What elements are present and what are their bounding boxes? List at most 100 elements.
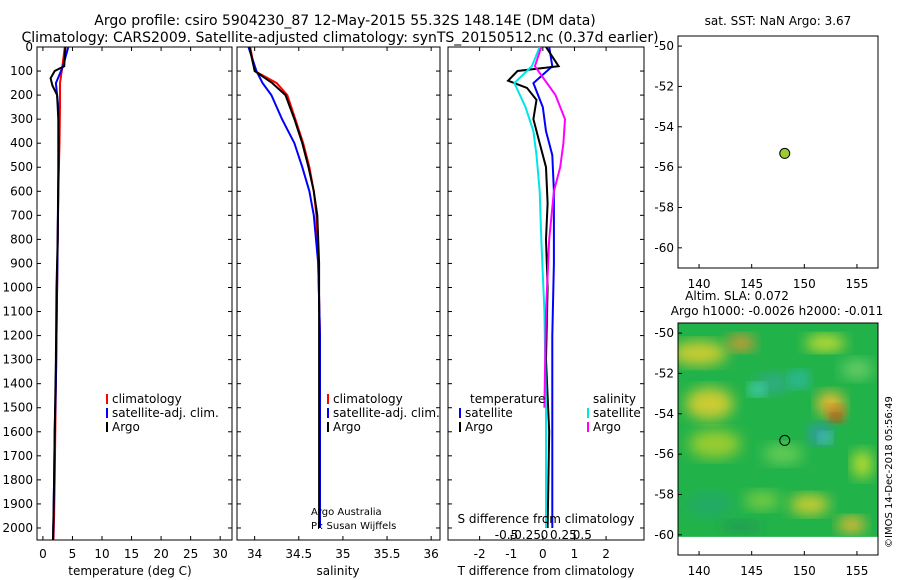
- x-tick-label: 0: [39, 547, 47, 561]
- heat-blob: [805, 335, 846, 352]
- x-axis-label: T difference from climatology: [457, 564, 635, 578]
- x-tick-label: 155: [845, 277, 868, 291]
- x-tick-label: 2: [602, 547, 610, 561]
- y-tick-label: -58: [654, 487, 674, 501]
- legend-label: climatology: [333, 392, 403, 406]
- x-axis-label: temperature (deg C): [68, 564, 191, 578]
- y-tick-label: 200: [10, 88, 33, 102]
- x-tick-label: -2: [474, 547, 486, 561]
- y-tick-label: 600: [10, 184, 33, 198]
- sst-map-panel: 140 145 150 155 -50 -52 -54 -56 -58 -60: [654, 35, 879, 291]
- s-diff-title: S difference from climatology: [458, 512, 635, 526]
- x-tick-label: 1: [571, 547, 579, 561]
- y-tick-label: -52: [654, 79, 674, 93]
- y-tick-label: 1700: [2, 449, 33, 463]
- s-tick-label: -0.25: [510, 528, 541, 542]
- series-line: [532, 47, 555, 528]
- x-tick-label: 35.5: [374, 547, 401, 561]
- heat-blob: [830, 413, 841, 422]
- legend-label: Argo: [465, 420, 493, 434]
- y-tick-label: -54: [654, 407, 674, 421]
- y-tick-label: 300: [10, 112, 33, 126]
- y-tick-label: 1500: [2, 401, 33, 415]
- heat-blob: [763, 444, 804, 465]
- y-tick-label: -50: [654, 39, 674, 53]
- legend-header: temperature: [470, 392, 545, 406]
- map-frame: [677, 322, 879, 556]
- heat-blob: [819, 432, 832, 443]
- legend-label: Argo: [333, 420, 361, 434]
- y-tick-label: -52: [654, 366, 674, 380]
- x-tick-label: 140: [688, 564, 711, 578]
- plot-frame: [236, 46, 441, 541]
- y-tick-label: 700: [10, 208, 33, 222]
- heatmap: [678, 323, 878, 537]
- y-tick-label: 900: [10, 256, 33, 270]
- y-tick-label: -60: [654, 241, 674, 255]
- title-line-2: Climatology: CARS2009. Satellite-adjuste…: [21, 30, 658, 46]
- heat-blob: [685, 387, 734, 420]
- heat-blob: [837, 516, 866, 533]
- series-line: [249, 47, 321, 528]
- x-tick-label: 20: [153, 547, 168, 561]
- y-tick-label: 1800: [2, 473, 33, 487]
- heat-blob: [789, 371, 810, 388]
- heat-blob: [789, 494, 830, 515]
- y-tick-label: -56: [654, 160, 674, 174]
- x-tick-label: 150: [793, 277, 816, 291]
- watermark: ©IMOS 14-Dec-2018 05:56:49: [884, 396, 895, 548]
- legend-label: Argo: [112, 420, 140, 434]
- y-tick-label: -50: [654, 326, 674, 340]
- x-tick-label: 5: [69, 547, 77, 561]
- heat-blob: [685, 492, 734, 517]
- heat-blob: [727, 335, 756, 352]
- x-tick-label: 35: [335, 547, 350, 561]
- credit-line-1: Argo Australia: [311, 507, 382, 518]
- x-tick-label: 140: [688, 277, 711, 291]
- y-tick-label: 400: [10, 136, 33, 150]
- sla-title-2: Argo h1000: -0.0026 h2000: -0.011: [671, 304, 884, 318]
- map-frame: [677, 35, 879, 269]
- x-tick-label: 155: [845, 564, 868, 578]
- x-tick-label: 15: [124, 547, 139, 561]
- y-tick-label: -54: [654, 120, 674, 134]
- y-tick-label: 1900: [2, 497, 33, 511]
- heat-blob: [852, 450, 873, 479]
- s-tick-label: 0.5: [573, 528, 592, 542]
- series-line: [49, 47, 67, 540]
- x-tick-label: 25: [183, 547, 198, 561]
- series-line: [247, 47, 321, 528]
- series-line: [506, 47, 561, 529]
- legend-label: satellite: [465, 406, 513, 420]
- x-tick-label: 150: [793, 564, 816, 578]
- x-tick-label: 36: [424, 547, 439, 561]
- x-tick-label: -1: [505, 547, 517, 561]
- x-tick-label: 0: [539, 547, 547, 561]
- s-tick-label: -0.5: [495, 528, 518, 542]
- x-axis-label: salinity: [316, 564, 359, 578]
- heat-blob: [748, 383, 765, 396]
- argo-location-marker: [779, 147, 791, 159]
- y-tick-label: -60: [654, 528, 674, 542]
- difference-panel: -2 -1 0 1 2 T difference from climatology -0.5…: [447, 46, 645, 578]
- y-tick-label: 1300: [2, 353, 33, 367]
- y-tick-label: 2000: [2, 521, 33, 535]
- heat-blob: [678, 341, 728, 366]
- sst-title: sat. SST: NaN Argo: 3.67: [705, 14, 852, 28]
- y-tick-label: 800: [10, 232, 33, 246]
- sla-title-1: Altim. SLA: 0.072: [685, 289, 789, 303]
- series-line: [513, 47, 547, 528]
- s-tick-label: 0: [541, 528, 549, 542]
- x-tick-label: 34: [247, 547, 262, 561]
- sla-map-panel: 140 145 150 155 -50 -52 -54 -56 -58 -60: [654, 322, 879, 578]
- series-line: [248, 47, 321, 528]
- y-tick-label: 1600: [2, 425, 33, 439]
- heat-blob: [688, 430, 741, 459]
- y-tick-label: 1100: [2, 305, 33, 319]
- legend-label: climatology: [112, 392, 182, 406]
- title-line-1: Argo profile: csiro 5904230_87 12-May-20…: [94, 13, 596, 29]
- x-tick-label: 145: [740, 277, 763, 291]
- plot-frame: [36, 46, 233, 541]
- legend-label: satellite-adj. clim.: [112, 406, 219, 420]
